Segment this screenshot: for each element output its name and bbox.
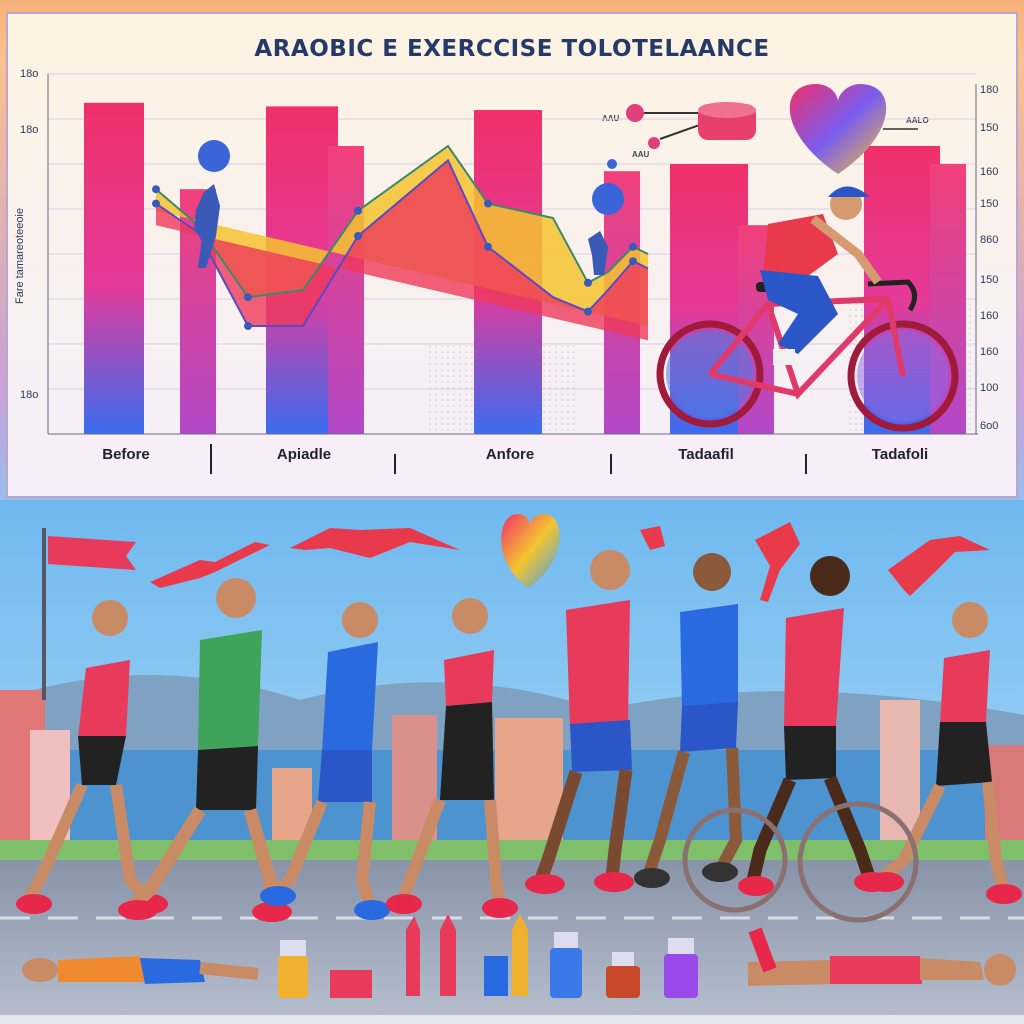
line-point [484,199,492,208]
runner-figures [16,550,1022,922]
node-icon [648,137,660,149]
line-point [629,257,637,266]
node-icon [626,104,644,122]
area-series-2 [156,160,648,341]
line-point [629,242,637,251]
line-point [584,307,592,316]
grass [0,840,1024,862]
ball-icon [198,140,230,172]
line-point [244,293,252,302]
line-series-2 [155,158,649,327]
wheel-icon [797,801,919,923]
right-tick: 150 [980,122,999,134]
lying-figures [22,927,1016,986]
chart-panel: ARAOBIC E EXERCCISE TOLOTELAANCE Fare ta… [6,12,1018,498]
x-label-anfore: Anfore [485,446,535,463]
line-point [152,185,160,194]
right-tick: 150 [980,274,999,286]
x-label-before: Before [102,446,150,463]
figure-icon [588,231,608,275]
chart-annotation: AAU [632,150,650,159]
line-point [354,232,362,240]
line-series-1 [155,144,649,299]
dot-icon [607,159,617,169]
chart-plot [47,73,978,474]
flag-icon [48,536,136,570]
x-label-apiadle: Apiadle [276,446,332,463]
wheel-icon [682,807,788,913]
right-tick: 6o0 [980,420,999,432]
right-tick: 160 [980,166,999,178]
line-point [152,199,160,208]
runners-scene [0,500,1024,1024]
right-tick: 100 [980,382,999,394]
right-tick: 860 [980,234,999,246]
line-point [354,206,362,215]
right-tick: 160 [980,310,999,322]
line-point [484,242,492,251]
right-tick: 180 [980,84,999,96]
left-tick: 18o [20,124,39,136]
x-label-tadafoli: Tadafoli [871,446,929,463]
left-tick: 18o [20,68,39,80]
bar-before-1 [84,102,144,435]
chart-annotation: AALO [906,116,929,125]
bar-apiadle-2 [328,146,364,434]
line-point [584,278,592,287]
chart-title: ARAOBIC E EXERCCISE TOLOTELAANCE [254,36,770,62]
left-tick: 18o [20,389,39,401]
x-label-tadaafil: Tadaafil [678,446,734,463]
heart-icon [501,514,560,588]
right-tick: 150 [980,198,999,210]
cyclist-icon [656,186,959,432]
line-point [244,322,252,330]
ball-icon [592,183,624,215]
right-tick: 160 [980,346,999,358]
medication-bottles [278,914,698,998]
figure-icon [194,184,220,268]
heart-icon [789,84,887,174]
jumper-icon [150,522,990,602]
